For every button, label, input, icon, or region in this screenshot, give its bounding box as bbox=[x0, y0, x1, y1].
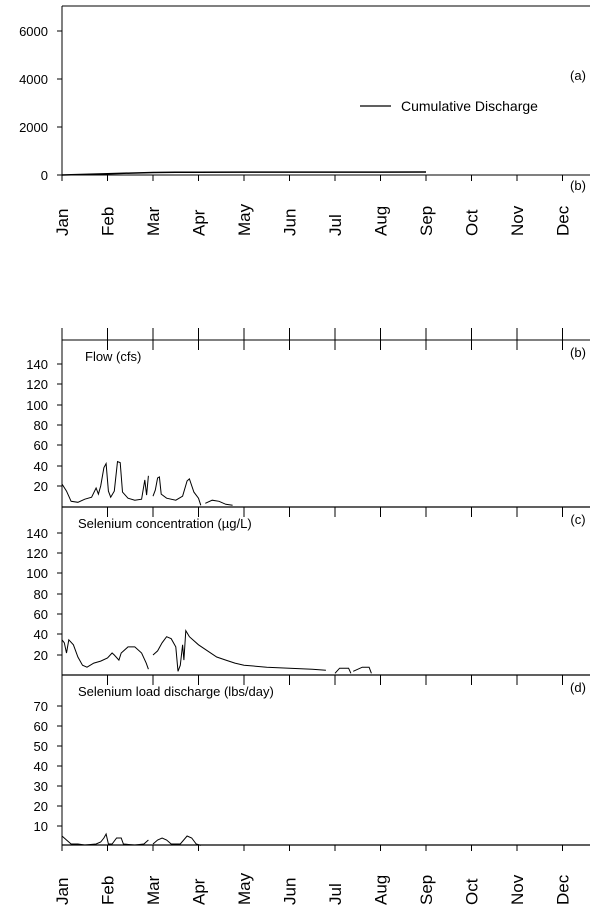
panel-label: (c) bbox=[570, 512, 585, 527]
y-tick-label: 4000 bbox=[19, 72, 48, 87]
x-tick-label: Dec bbox=[554, 205, 573, 236]
x-tick-label: Jan bbox=[53, 209, 72, 236]
y-tick-label: 30 bbox=[34, 779, 48, 794]
y-tick-label: 10 bbox=[34, 819, 48, 834]
y-tick-label: 50 bbox=[34, 739, 48, 754]
y-tick-label: 60 bbox=[34, 438, 48, 453]
x-tick-label: Oct bbox=[463, 878, 482, 905]
panel-corner-label: (b) bbox=[570, 178, 586, 193]
x-tick-label: Aug bbox=[372, 875, 391, 905]
x-tick-label: Feb bbox=[99, 876, 118, 905]
x-tick-label: Jun bbox=[281, 209, 300, 236]
series-line bbox=[61, 832, 149, 846]
x-tick-label: Sep bbox=[417, 206, 436, 236]
series-line bbox=[152, 476, 202, 506]
y-tick-label: 6000 bbox=[19, 24, 48, 39]
y-tick-label: 40 bbox=[34, 459, 48, 474]
y-tick-label: 120 bbox=[26, 377, 48, 392]
y-tick-label: 140 bbox=[26, 357, 48, 372]
y-tick-label: 60 bbox=[34, 607, 48, 622]
y-tick-label: 120 bbox=[26, 546, 48, 561]
panel-title: Selenium concentration (µg/L) bbox=[78, 516, 252, 531]
x-tick-label: Nov bbox=[508, 205, 527, 236]
series-line bbox=[152, 835, 201, 846]
x-tick-label: Jul bbox=[326, 214, 345, 236]
series-line bbox=[334, 667, 352, 674]
y-tick-label: 2000 bbox=[19, 120, 48, 135]
y-tick-label: 20 bbox=[34, 799, 48, 814]
x-tick-label: Feb bbox=[99, 207, 118, 236]
y-tick-label: 70 bbox=[34, 699, 48, 714]
series-line bbox=[61, 638, 149, 670]
y-tick-label: 80 bbox=[34, 587, 48, 602]
legend-label: Cumulative Discharge bbox=[401, 98, 538, 114]
x-tick-label: Oct bbox=[463, 209, 482, 236]
series-line bbox=[205, 499, 233, 506]
x-tick-label: May bbox=[235, 203, 254, 236]
x-tick-label: Jan bbox=[53, 878, 72, 905]
x-tick-label: Sep bbox=[417, 875, 436, 905]
panel-title: Selenium load discharge (lbs/day) bbox=[78, 684, 274, 699]
x-tick-label: Nov bbox=[508, 874, 527, 905]
y-tick-label: 20 bbox=[34, 479, 48, 494]
y-tick-label: 0 bbox=[41, 168, 48, 183]
y-tick-label: 100 bbox=[26, 566, 48, 581]
y-tick-label: 100 bbox=[26, 398, 48, 413]
x-tick-label: Mar bbox=[144, 206, 163, 236]
x-tick-label: Apr bbox=[190, 209, 209, 236]
series-line bbox=[352, 666, 372, 674]
x-tick-label: Apr bbox=[190, 878, 209, 905]
y-tick-label: 40 bbox=[34, 627, 48, 642]
panel-label: (a) bbox=[570, 68, 586, 83]
x-tick-label: Jun bbox=[281, 878, 300, 905]
y-tick-label: 140 bbox=[26, 526, 48, 541]
panel-label: (b) bbox=[570, 345, 586, 360]
panel-label: (d) bbox=[570, 680, 586, 695]
x-tick-label: Dec bbox=[554, 874, 573, 905]
panel-title: Flow (cfs) bbox=[85, 349, 141, 364]
y-tick-label: 80 bbox=[34, 418, 48, 433]
y-tick-label: 60 bbox=[34, 719, 48, 734]
x-tick-label: Aug bbox=[372, 206, 391, 236]
series-line bbox=[61, 460, 149, 503]
y-tick-label: 40 bbox=[34, 759, 48, 774]
y-tick-label: 20 bbox=[34, 648, 48, 663]
x-tick-label: Jul bbox=[326, 883, 345, 905]
x-tick-label: May bbox=[235, 872, 254, 905]
series-line bbox=[152, 628, 326, 672]
x-tick-label: Mar bbox=[144, 875, 163, 905]
series-line bbox=[61, 171, 427, 176]
